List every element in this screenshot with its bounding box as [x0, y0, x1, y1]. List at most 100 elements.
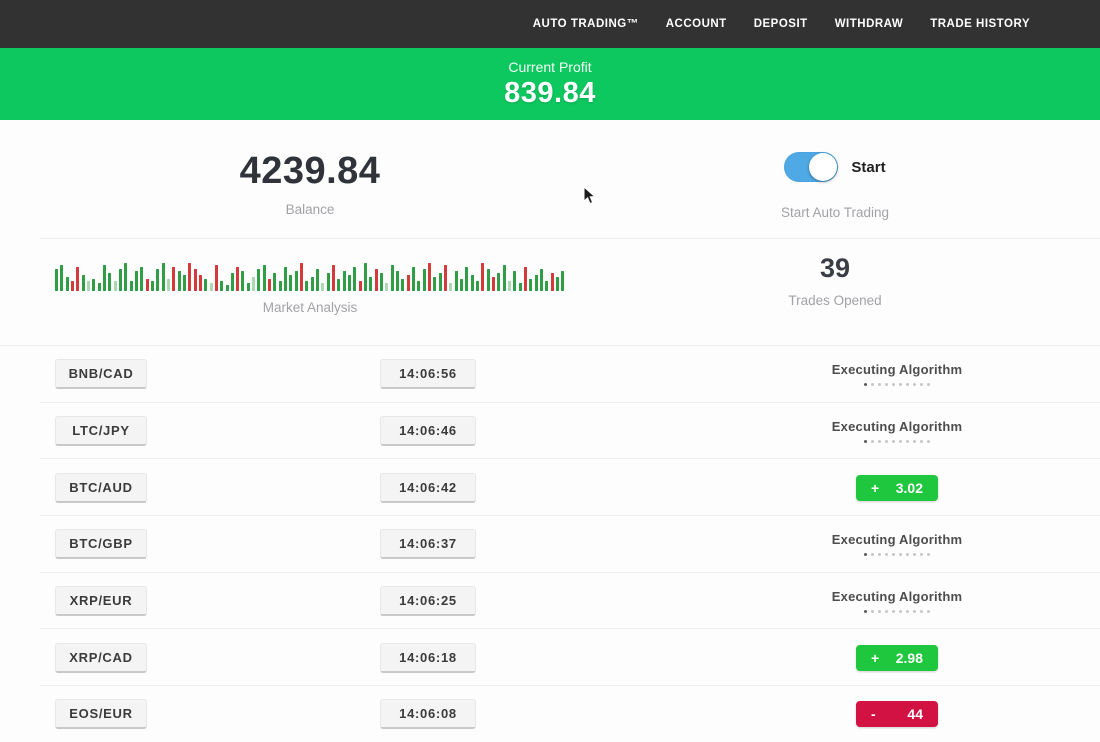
- market-bar: [486, 269, 490, 291]
- progress-dot: [871, 383, 874, 387]
- pair-button[interactable]: BTC/AUD: [55, 472, 147, 503]
- progress-dot: [899, 553, 902, 557]
- trade-time-button[interactable]: 14:06:37: [380, 529, 476, 560]
- market-bar: [60, 265, 64, 291]
- market-bar: [411, 267, 415, 291]
- trade-time-button[interactable]: 14:06:25: [380, 586, 476, 617]
- trade-row: BTC/AUD 14:06:42 + 3.02: [0, 459, 1100, 517]
- auto-trading-block: Start Start Auto Trading: [620, 152, 1050, 220]
- progress-dot: [927, 553, 930, 557]
- nav-item-auto-trading[interactable]: AUTO TRADING™: [532, 18, 639, 30]
- nav-item-deposit[interactable]: DEPOSIT: [753, 18, 808, 30]
- market-bar: [459, 279, 463, 291]
- progress-dots: [864, 610, 930, 614]
- profit-badge: + 2.98: [856, 644, 938, 671]
- market-bar: [433, 277, 437, 291]
- trade-time-button[interactable]: 14:06:56: [380, 359, 476, 390]
- market-analysis-block: Market Analysis: [0, 239, 620, 315]
- market-bar: [289, 275, 293, 291]
- pair-button[interactable]: XRP/CAD: [55, 642, 147, 673]
- progress-dot: [864, 610, 867, 614]
- progress-dot: [899, 383, 902, 387]
- market-bar: [385, 283, 389, 291]
- progress-dot: [913, 383, 916, 387]
- market-bar: [268, 279, 272, 291]
- progress-dot: [920, 610, 923, 614]
- market-bar: [76, 267, 80, 291]
- market-bar: [257, 269, 261, 291]
- executing-algorithm-label: Executing Algorithm: [831, 362, 963, 378]
- progress-dot: [906, 383, 909, 387]
- market-bar: [364, 263, 368, 291]
- trade-time-button[interactable]: 14:06:08: [380, 699, 476, 730]
- progress-dot: [892, 440, 895, 444]
- market-bar: [310, 277, 314, 291]
- auto-trading-toggle[interactable]: [784, 152, 839, 182]
- current-profit-banner: Current Profit 839.84: [0, 48, 1100, 120]
- toggle-start-label: Start: [851, 158, 886, 176]
- progress-dot: [892, 383, 895, 387]
- market-bar: [561, 271, 565, 291]
- trade-time-button[interactable]: 14:06:18: [380, 642, 476, 673]
- nav-item-withdraw[interactable]: WITHDRAW: [834, 18, 904, 30]
- profit-sign: +: [871, 649, 880, 666]
- market-bar: [454, 271, 458, 291]
- current-profit-label: Current Profit: [508, 58, 592, 75]
- market-bar: [81, 275, 85, 291]
- progress-dot: [885, 440, 888, 444]
- progress-dot: [920, 553, 923, 557]
- pair-button[interactable]: XRP/EUR: [55, 586, 147, 617]
- market-bar: [422, 269, 426, 291]
- balance-value: 4239.84: [239, 150, 381, 192]
- executing-algorithm-label: Executing Algorithm: [831, 589, 963, 605]
- market-bar: [555, 277, 559, 291]
- market-bar: [369, 277, 373, 291]
- trade-time-button[interactable]: 14:06:46: [380, 416, 476, 447]
- mouse-cursor-icon: [583, 186, 596, 205]
- market-bar: [70, 281, 74, 291]
- market-bar: [284, 267, 288, 291]
- pair-button[interactable]: BTC/GBP: [55, 529, 147, 560]
- market-bar: [337, 279, 341, 291]
- nav-item-account[interactable]: ACCOUNT: [665, 18, 727, 30]
- profit-amount: 2.98: [895, 649, 923, 666]
- market-bar: [353, 267, 357, 291]
- pair-button[interactable]: LTC/JPY: [55, 416, 147, 447]
- trade-row: EOS/EUR 14:06:08 - 44: [0, 686, 1100, 742]
- current-profit-value: 839.84: [504, 76, 596, 109]
- progress-dot: [899, 440, 902, 444]
- start-auto-trading-caption: Start Auto Trading: [780, 205, 890, 220]
- balance-block: 4239.84 Balance: [0, 150, 620, 217]
- progress-dot: [892, 553, 895, 557]
- profit-badge: + 3.02: [856, 474, 938, 501]
- progress-dot: [878, 553, 881, 557]
- market-bar: [470, 275, 474, 291]
- market-bar: [236, 267, 240, 291]
- market-bar: [129, 281, 133, 291]
- trade-time-button[interactable]: 14:06:42: [380, 472, 476, 503]
- market-bar: [358, 281, 362, 291]
- trade-list: BNB/CAD 14:06:56 Executing Algorithm LTC…: [0, 345, 1100, 742]
- market-bar: [241, 271, 245, 291]
- market-bar: [502, 265, 506, 291]
- market-bar: [539, 269, 543, 291]
- progress-dot: [920, 440, 923, 444]
- market-bar: [177, 271, 181, 291]
- trade-status: + 3.02: [700, 459, 1094, 516]
- progress-dot: [878, 383, 881, 387]
- market-analysis-label: Market Analysis: [262, 300, 358, 315]
- trade-status: + 2.98: [700, 629, 1094, 686]
- profit-sign: +: [871, 479, 880, 496]
- pair-button[interactable]: BNB/CAD: [55, 359, 147, 390]
- market-bar: [214, 265, 218, 291]
- pair-button[interactable]: EOS/EUR: [55, 699, 147, 730]
- market-bar: [118, 269, 122, 291]
- market-bar: [332, 265, 336, 291]
- market-bar: [390, 265, 394, 291]
- nav-item-trade-history[interactable]: TRADE HISTORY: [930, 18, 1030, 30]
- section-divider: [40, 238, 1100, 239]
- market-bar: [465, 267, 469, 291]
- market-bar: [348, 275, 352, 291]
- progress-dot: [906, 610, 909, 614]
